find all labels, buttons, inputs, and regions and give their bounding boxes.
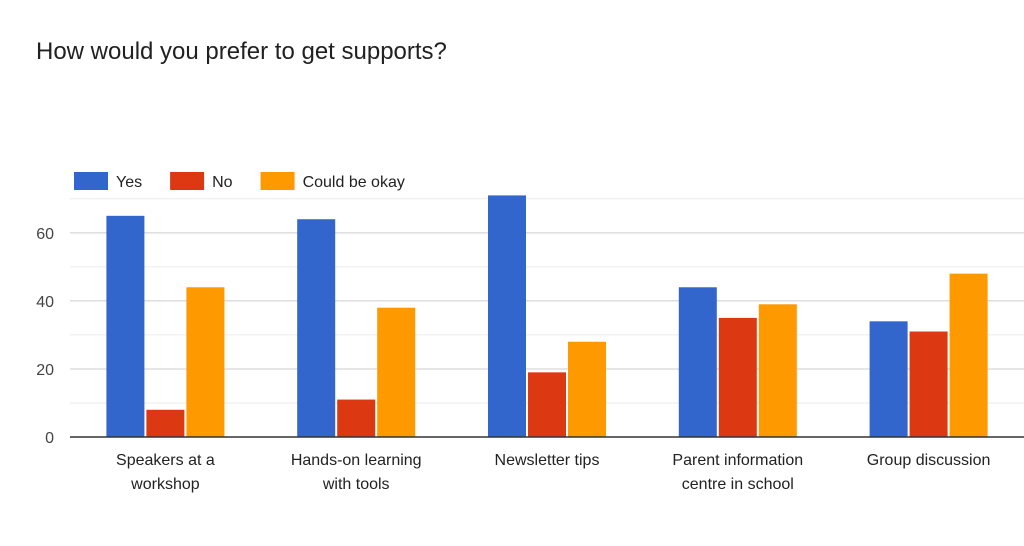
legend-swatch <box>170 172 205 190</box>
legend: Yes No Could be okay <box>74 172 405 191</box>
y-axis-ticks: 0 20 40 60 <box>36 226 54 447</box>
bar-yes <box>106 215 145 437</box>
y-tick-label: 60 <box>36 226 54 243</box>
category-labels: Speakers at a workshop Hands-on learning wi… <box>116 452 990 493</box>
category-label: Parent information centre in school <box>672 452 803 493</box>
bar-no <box>337 399 376 437</box>
bar-no <box>528 372 566 437</box>
bar-no <box>718 317 757 437</box>
bar-no <box>146 409 185 437</box>
bar-yes <box>678 287 717 437</box>
legend-entry: Yes <box>116 174 142 191</box>
bar-could-be-okay <box>186 287 225 437</box>
bar-could-be-okay <box>758 304 797 437</box>
bar-could-be-okay <box>377 307 416 437</box>
legend-entry: Could be okay <box>303 174 405 191</box>
bar-could-be-okay <box>949 273 988 437</box>
chart-title: How would you prefer to get supports? <box>36 38 447 65</box>
bar-no <box>909 331 948 437</box>
bar-could-be-okay <box>568 341 606 437</box>
category-label: Group discussion <box>867 452 991 469</box>
legend-entry: No <box>212 174 233 191</box>
y-tick-label: 20 <box>36 362 54 379</box>
legend-swatch <box>74 172 108 190</box>
gridlines <box>70 198 1024 404</box>
category-label: Newsletter tips <box>495 452 600 469</box>
bar-yes <box>488 195 526 437</box>
bar-yes <box>869 321 908 437</box>
y-tick-label: 40 <box>36 294 54 311</box>
bars <box>106 195 988 437</box>
bar-yes <box>297 219 336 437</box>
category-label: Hands-on learning with tools <box>291 452 422 493</box>
legend-swatch <box>260 172 295 190</box>
y-tick-label: 0 <box>45 430 54 447</box>
category-label: Speakers at a workshop <box>116 452 215 493</box>
